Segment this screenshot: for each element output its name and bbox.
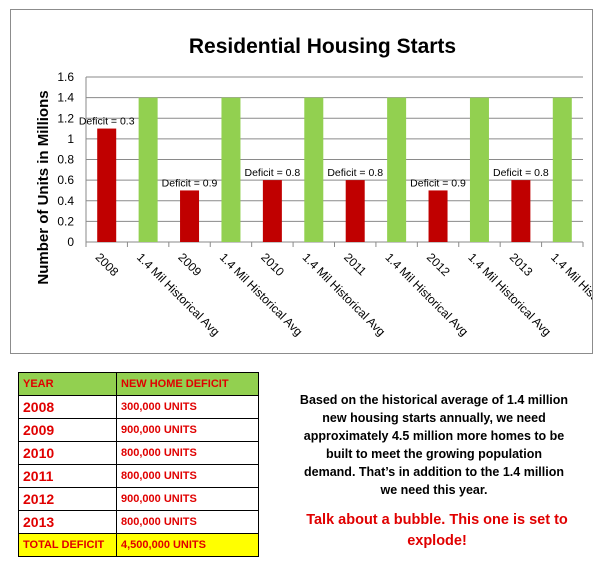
alert-line: explode! (407, 533, 467, 549)
deficit-annotation: Deficit = 0.9 (162, 177, 218, 189)
table-header-row: YEAR NEW HOME DEFICIT (18, 372, 259, 396)
table-row: 2011 800,000 UNITS (18, 464, 259, 488)
table-row: 2013 800,000 UNITS (18, 510, 259, 534)
y-tick-label: 0 (67, 235, 74, 249)
y-tick-label: 0.2 (57, 214, 74, 228)
header-deficit: NEW HOME DEFICIT (116, 372, 259, 396)
deficit-annotation: Deficit = 0.3 (79, 116, 135, 128)
row-year: 2011 (18, 464, 117, 488)
bar (387, 97, 407, 242)
table-row: 2012 900,000 UNITS (18, 487, 259, 511)
bar (97, 128, 117, 242)
row-year: 2012 (18, 487, 117, 511)
bar (138, 97, 158, 242)
y-tick-label: 1.2 (57, 111, 74, 125)
x-tick-label: 1.4 Mil Historical Avg (548, 250, 592, 338)
bubble-alert: Talk about a bubble. This one is set to … (282, 510, 592, 552)
x-tick-label: 1.4 Mil Historical Avg (217, 250, 305, 338)
x-tick-label: 2013 (507, 250, 536, 279)
paragraph-line: we need this year. (380, 483, 488, 497)
x-tick-label: 1.4 Mil Historical Avg (465, 250, 553, 338)
bar (180, 190, 200, 242)
bar (511, 180, 531, 242)
row-year: 2009 (18, 418, 117, 442)
row-deficit: 900,000 UNITS (116, 418, 259, 442)
bar (304, 97, 324, 242)
row-deficit: 800,000 UNITS (116, 464, 259, 488)
total-value: 4,500,000 UNITS (116, 533, 259, 557)
x-tick-label: 2009 (175, 250, 204, 279)
explanation-paragraph: Based on the historical average of 1.4 m… (282, 391, 586, 499)
y-tick-label: 0.8 (57, 153, 74, 167)
y-axis-label: Number of Units in Millions (35, 90, 52, 284)
paragraph-line: approximately 4.5 million more homes to … (303, 429, 565, 443)
header-year: YEAR (18, 372, 117, 396)
row-year: 2010 (18, 441, 117, 465)
alert-line: Talk about a bubble. This one is set to (306, 512, 568, 528)
row-deficit: 900,000 UNITS (116, 487, 259, 511)
bar (428, 190, 448, 242)
deficit-annotation: Deficit = 0.9 (410, 177, 466, 189)
paragraph-line: built to meet the growing population (326, 447, 542, 461)
row-year: 2008 (18, 395, 117, 419)
y-tick-label: 1.6 (57, 70, 74, 84)
deficit-annotation: Deficit = 0.8 (327, 167, 383, 179)
x-tick-label: 1.4 Mil Historical Avg (383, 250, 471, 338)
bar (345, 180, 365, 242)
y-tick-label: 1.4 (57, 91, 74, 105)
table-row: 2009 900,000 UNITS (18, 418, 259, 442)
deficit-annotation: Deficit = 0.8 (493, 167, 549, 179)
y-tick-label: 1 (67, 132, 74, 146)
deficit-table: YEAR NEW HOME DEFICIT 2008 300,000 UNITS… (18, 372, 259, 557)
row-deficit: 800,000 UNITS (116, 510, 259, 534)
bar (552, 97, 572, 242)
table-total-row: TOTAL DEFICIT 4,500,000 UNITS (18, 533, 259, 557)
bar (262, 180, 282, 242)
row-deficit: 300,000 UNITS (116, 395, 259, 419)
x-tick-label: 2010 (258, 250, 287, 279)
chart-title: Residential Housing Starts (189, 35, 456, 58)
x-tick-label: 2011 (341, 250, 369, 278)
bar-chart: Residential Housing Starts 0 0.2 0.4 0.6 0.8 1… (35, 35, 592, 339)
paragraph-line: Based on the historical average of 1.4 m… (299, 393, 569, 407)
x-tick-label: 1.4 Mil Historical Avg (300, 250, 388, 338)
total-label: TOTAL DEFICIT (18, 533, 117, 557)
table-row: 2008 300,000 UNITS (18, 395, 259, 419)
paragraph-line: demand. That’s in addition to the 1.4 mi… (304, 465, 564, 479)
paragraph-line: new housing starts annually, we need (322, 411, 546, 425)
table-row: 2010 800,000 UNITS (18, 441, 259, 465)
deficit-annotation: Deficit = 0.8 (245, 167, 301, 179)
row-year: 2013 (18, 510, 117, 534)
row-deficit: 800,000 UNITS (116, 441, 259, 465)
bar (221, 97, 241, 242)
y-tick-label: 0.4 (57, 194, 74, 208)
chart-frame: Residential Housing Starts 0 0.2 0.4 0.6 0.8 1… (10, 9, 593, 354)
bar (469, 97, 489, 242)
y-tick-label: 0.6 (57, 173, 74, 187)
x-tick-label: 2008 (93, 250, 122, 279)
x-tick-label: 1.4 Mil Historical Avg (134, 250, 222, 338)
x-tick-label: 2012 (424, 250, 453, 279)
